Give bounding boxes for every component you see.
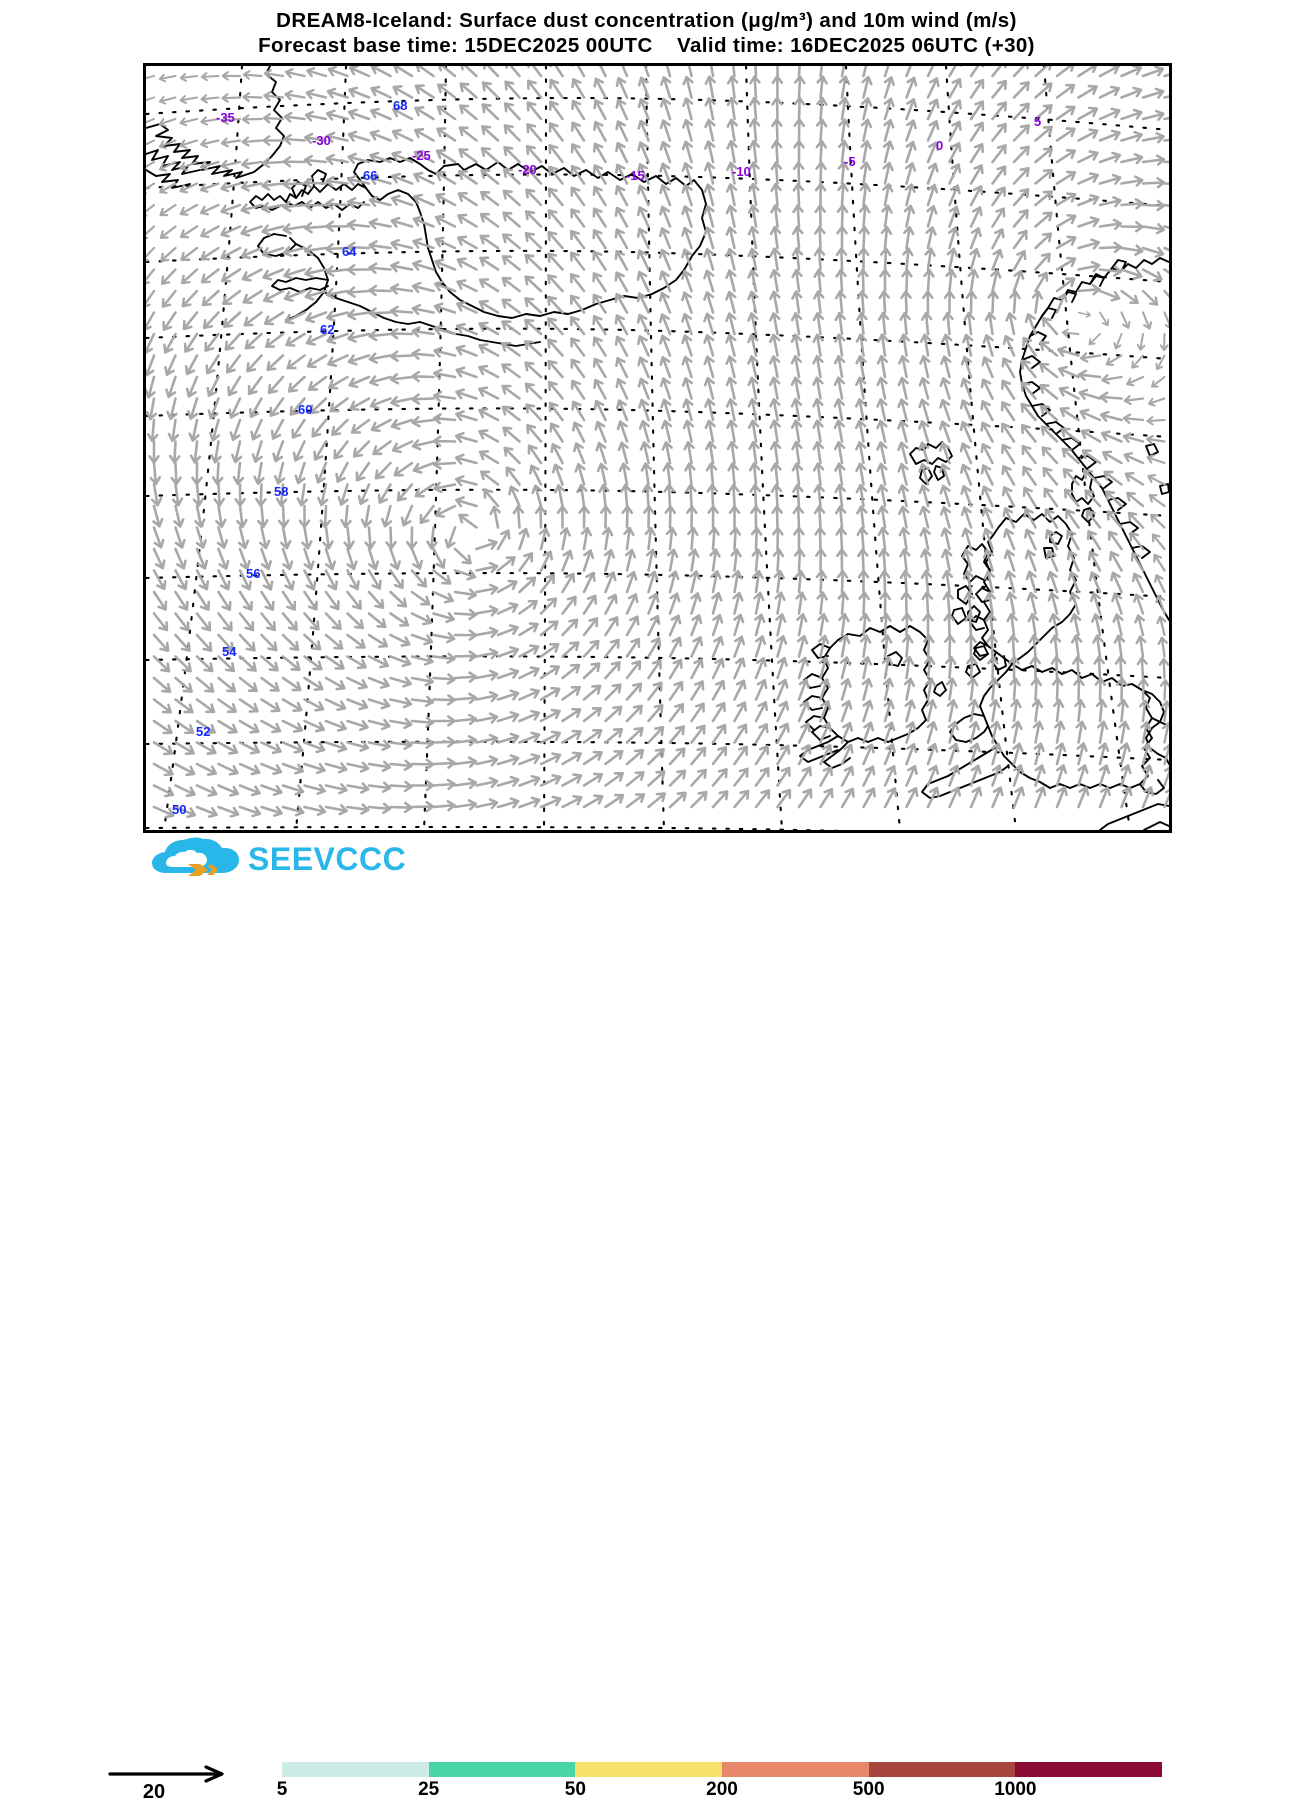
colorbar-tick-50: 50 <box>564 1779 586 1800</box>
lat-label-68: 68 <box>393 98 407 113</box>
colorbar-tick-1000: 1000 <box>994 1779 1037 1800</box>
cloud-icon <box>152 837 239 873</box>
dust-concentration-colorbar[interactable] <box>282 1762 1163 1777</box>
lat-label-50: 50 <box>172 802 186 817</box>
lat-label-52: 52 <box>196 724 210 739</box>
lon-label--30: -30 <box>312 133 331 148</box>
colorbar-segment-0 <box>282 1762 429 1777</box>
lat-label-58: 58 <box>274 484 288 499</box>
logo-text: SEEVCCC <box>248 841 406 876</box>
lon-label--20: -20 <box>518 162 537 177</box>
map-panel[interactable]: 68 66 64 62 60 58 56 54 52 50 -35 -30 -2… <box>143 63 1172 833</box>
latitude-labels: 68 66 64 62 60 58 56 54 52 50 <box>172 98 407 817</box>
lon-label-0: 0 <box>936 138 943 153</box>
lat-label-62: 62 <box>320 322 334 337</box>
colorbar-segment-5 <box>1015 1762 1163 1777</box>
legend-bar: 20 5 25 50 200 500 1000 <box>0 878 1293 1802</box>
colorbar-segment-2 <box>575 1762 723 1777</box>
colorbar-segment-1 <box>428 1762 576 1777</box>
colorbar-tick-labels: 5 25 50 200 500 1000 <box>277 1779 1162 1803</box>
colorbar-tick-5: 5 <box>276 1779 288 1800</box>
longitude-labels: -35 -30 -25 -20 -15 -10 -5 0 5 <box>216 110 1041 183</box>
lat-label-60: 60 <box>298 402 312 417</box>
title-line-2: Forecast base time: 15DEC2025 00UTC Vali… <box>258 34 1035 57</box>
lon-label--15: -15 <box>626 168 645 183</box>
map-canvas[interactable]: 68 66 64 62 60 58 56 54 52 50 -35 -30 -2… <box>146 66 1169 830</box>
colorbar-segment-3 <box>722 1762 869 1777</box>
lon-label--25: -25 <box>412 148 431 163</box>
lat-label-64: 64 <box>342 244 357 259</box>
seevccc-logo: SEEVCCC <box>150 832 410 876</box>
lon-label--35: -35 <box>216 110 235 125</box>
wind-reference-arrow: 20 <box>108 1765 224 1802</box>
title-block: DREAM8-Iceland: Surface dust concentrati… <box>0 8 1293 58</box>
wind-vector-field <box>146 66 1169 821</box>
colorbar-tick-200: 200 <box>706 1779 738 1800</box>
colorbar-tick-25: 25 <box>418 1779 440 1800</box>
lon-label--5: -5 <box>844 154 856 169</box>
lat-label-66: 66 <box>363 168 377 183</box>
lat-label-56: 56 <box>246 566 260 581</box>
lat-label-54: 54 <box>222 644 237 659</box>
colorbar-segment-4 <box>868 1762 1016 1777</box>
colorbar-tick-500: 500 <box>852 1779 885 1800</box>
title-line-1: DREAM8-Iceland: Surface dust concentrati… <box>276 9 1017 32</box>
chevron-icon <box>188 864 218 876</box>
lon-label--10: -10 <box>732 164 751 179</box>
lon-label-5: 5 <box>1034 114 1041 129</box>
wind-reference-value: 20 <box>143 1781 165 1802</box>
